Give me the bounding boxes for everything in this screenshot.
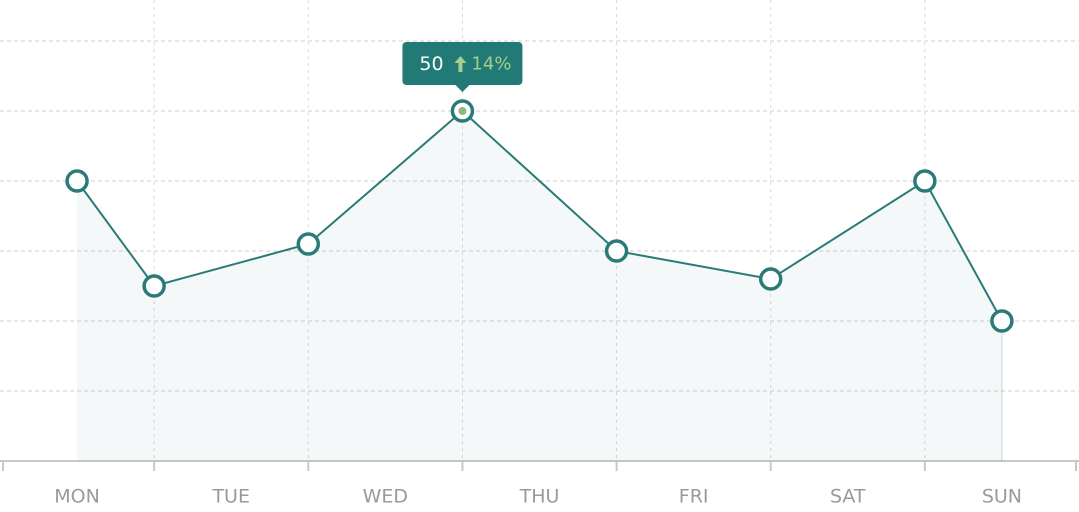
x-tick-label: SUN [982,486,1022,508]
tooltip: 50 14% [402,42,523,92]
tooltip-value: 50 [419,53,443,75]
tooltip-box [402,42,523,85]
point [913,169,937,193]
x-tick-label: TUE [211,486,250,508]
tooltip-change: 14% [471,54,511,75]
point [990,309,1014,333]
point-highlight [458,107,467,115]
tooltip-pointer [455,85,470,92]
point [142,274,166,298]
x-tick-label: SAT [830,486,866,508]
x-tick-label: MON [54,486,100,508]
x-tick-label: THU [519,486,560,508]
point [296,232,321,256]
line [76,109,1003,322]
point [758,267,783,291]
area [77,111,1002,461]
x-tick-label: FRI [679,486,709,508]
tooltip-arrow [454,56,467,72]
point [604,239,629,263]
x-tick-label: WED [363,486,408,508]
point [65,169,89,193]
